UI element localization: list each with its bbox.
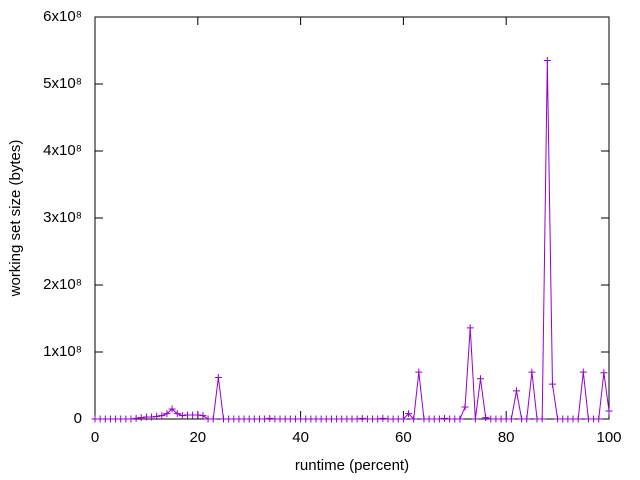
point-marker [512,387,520,395]
point-marker [600,369,608,377]
x-axis-label: runtime (percent) [295,457,409,474]
x-tick-label: 40 [292,429,309,446]
point-marker [148,413,156,421]
point-marker [358,414,366,422]
point-marker [158,412,166,420]
y-axis-label: working set size (bytes) [7,140,24,298]
point-marker [507,415,515,423]
point-marker [209,415,217,423]
point-marker [595,415,603,423]
point-marker [153,412,161,420]
y-tick-label: 1x10⁸ [43,343,82,360]
point-marker [214,373,222,381]
point-marker [548,380,556,388]
point-marker [399,415,407,423]
y-tick-label: 6x10⁸ [43,8,82,25]
point-marker [477,375,484,383]
point-marker [405,410,413,418]
point-marker [199,412,207,420]
point-marker [456,415,464,423]
x-tick-label: 80 [498,429,515,446]
point-marker [137,414,145,422]
y-tick-label: 4x10⁸ [43,142,82,159]
point-marker [178,412,186,420]
y-tick-label: 3x10⁸ [43,209,82,226]
point-marker [168,405,176,413]
point-marker [261,415,269,423]
point-marker [410,415,418,423]
point-marker [605,407,613,415]
y-tick-label: 5x10⁸ [43,75,82,92]
series-line [95,60,610,421]
point-marker [194,411,202,419]
point-marker [574,415,582,423]
point-marker [435,415,443,423]
point-marker [523,415,531,423]
point-marker [353,415,361,423]
point-marker [471,415,479,423]
x-tick-label: 100 [596,429,621,446]
point-marker [415,368,423,376]
point-marker [528,368,536,376]
x-tick-label: 20 [189,429,206,446]
point-marker [374,415,382,423]
point-marker [543,57,551,65]
point-marker [379,414,387,422]
plot-border [94,16,610,420]
point-marker [466,324,474,332]
point-marker [441,414,449,422]
point-marker [579,368,587,376]
point-marker [538,415,546,423]
point-marker [482,414,490,422]
x-tick-label: 0 [91,429,99,446]
y-tick-label: 0 [74,410,82,427]
point-marker [127,415,135,423]
point-marker [173,410,181,418]
point-marker [266,414,274,422]
y-tick-label: 2x10⁸ [43,276,82,293]
x-tick-label: 60 [395,429,412,446]
point-marker [132,414,140,422]
point-marker [461,403,469,411]
point-marker [163,410,171,418]
